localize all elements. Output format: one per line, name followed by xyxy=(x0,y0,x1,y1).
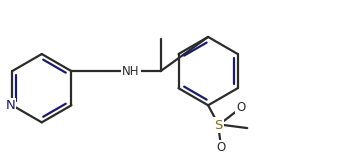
Text: O: O xyxy=(216,141,225,154)
Text: NH: NH xyxy=(122,65,140,78)
Text: O: O xyxy=(236,101,245,115)
Text: N: N xyxy=(5,99,15,112)
Text: S: S xyxy=(215,118,223,132)
